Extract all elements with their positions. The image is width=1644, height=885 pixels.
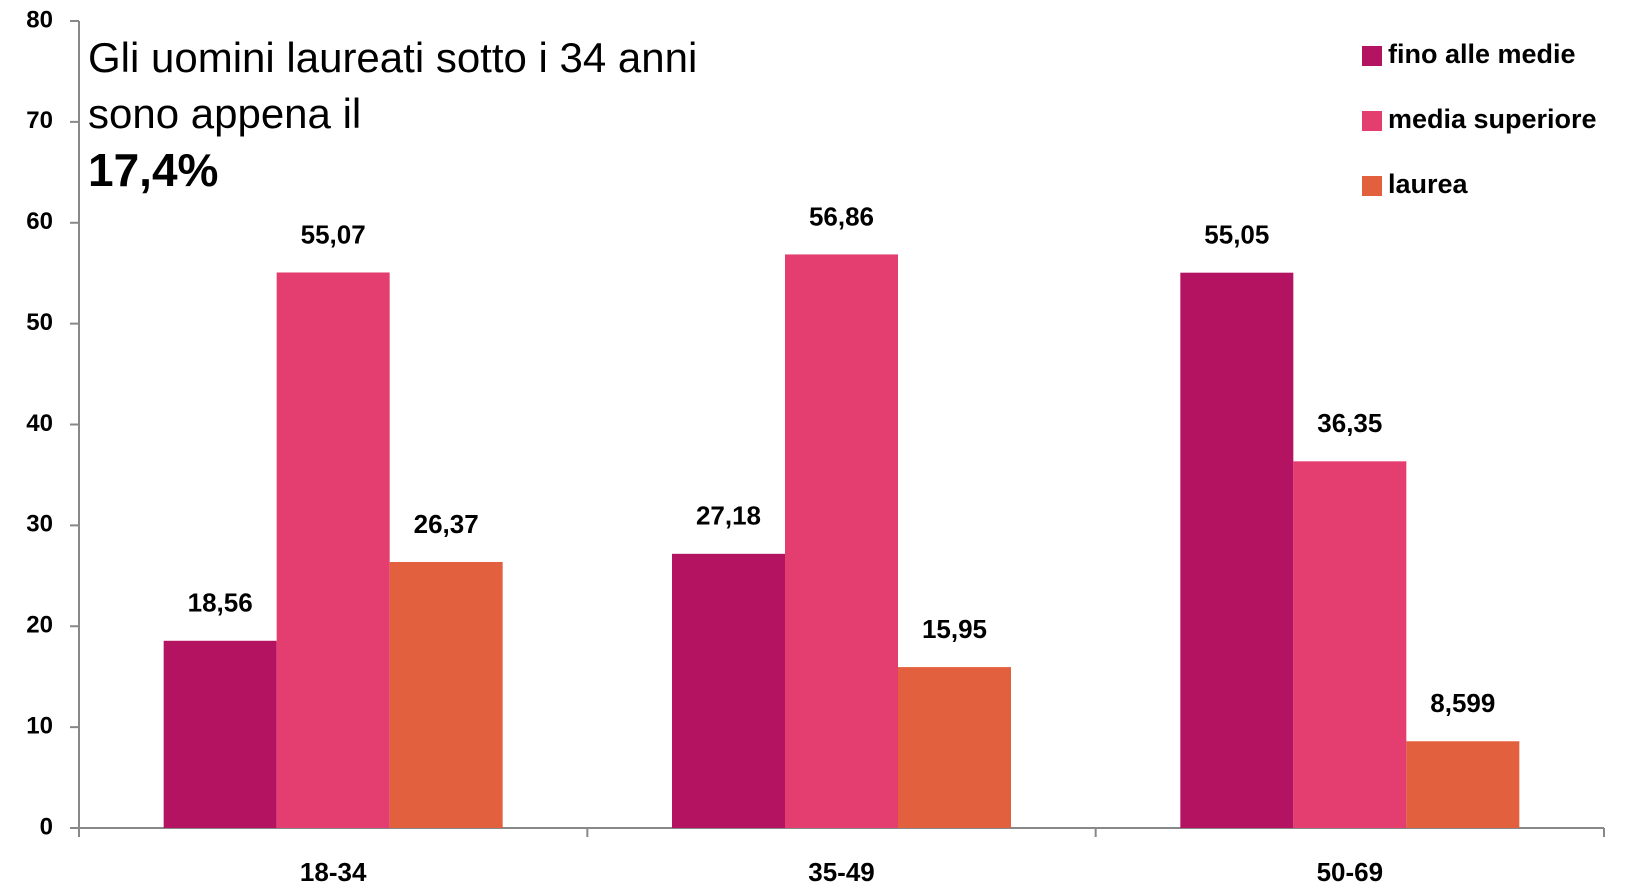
value-label: 8,599 bbox=[1430, 688, 1495, 718]
x-tick-label: 35-49 bbox=[808, 857, 875, 885]
legend-swatch bbox=[1362, 111, 1382, 131]
bar bbox=[163, 640, 277, 828]
bar bbox=[276, 272, 390, 828]
value-label: 27,18 bbox=[696, 501, 761, 531]
y-tick-label: 70 bbox=[26, 107, 53, 134]
bar bbox=[785, 254, 898, 828]
value-label: 18,56 bbox=[188, 588, 253, 618]
bar bbox=[1293, 461, 1407, 828]
value-label: 15,95 bbox=[922, 614, 987, 644]
y-tick-label: 50 bbox=[26, 309, 53, 336]
legend-label: laurea bbox=[1388, 169, 1469, 199]
annotation-highlight: 17,4% bbox=[88, 144, 219, 196]
y-tick-label: 60 bbox=[26, 208, 53, 235]
y-tick-label: 30 bbox=[26, 511, 53, 538]
annotation-text: Gli uomini laureati sotto i 34 anni sono… bbox=[88, 34, 698, 137]
bar bbox=[389, 561, 503, 828]
y-tick-label: 10 bbox=[26, 712, 53, 739]
y-tick-label: 40 bbox=[26, 410, 53, 437]
value-label: 26,37 bbox=[414, 509, 479, 539]
y-tick-label: 0 bbox=[40, 813, 53, 840]
value-label: 56,86 bbox=[809, 201, 874, 231]
bar bbox=[672, 553, 785, 828]
legend-label: fino alle medie bbox=[1388, 39, 1576, 69]
value-label: 55,07 bbox=[301, 219, 366, 249]
x-tick-label: 18-34 bbox=[300, 857, 367, 885]
y-tick-label: 20 bbox=[26, 612, 53, 639]
value-label: 55,05 bbox=[1204, 220, 1269, 250]
annotation: Gli uomini laureati sotto i 34 anni sono… bbox=[88, 30, 708, 198]
value-label: 36,35 bbox=[1317, 408, 1382, 438]
legend-swatch bbox=[1362, 176, 1382, 196]
bar bbox=[1180, 272, 1294, 829]
bar bbox=[898, 667, 1011, 828]
bar bbox=[1406, 741, 1520, 828]
legend-swatch bbox=[1362, 46, 1382, 66]
y-tick-label: 80 bbox=[26, 6, 53, 33]
x-tick-label: 50-69 bbox=[1317, 857, 1384, 885]
legend-label: media superiore bbox=[1388, 104, 1597, 134]
